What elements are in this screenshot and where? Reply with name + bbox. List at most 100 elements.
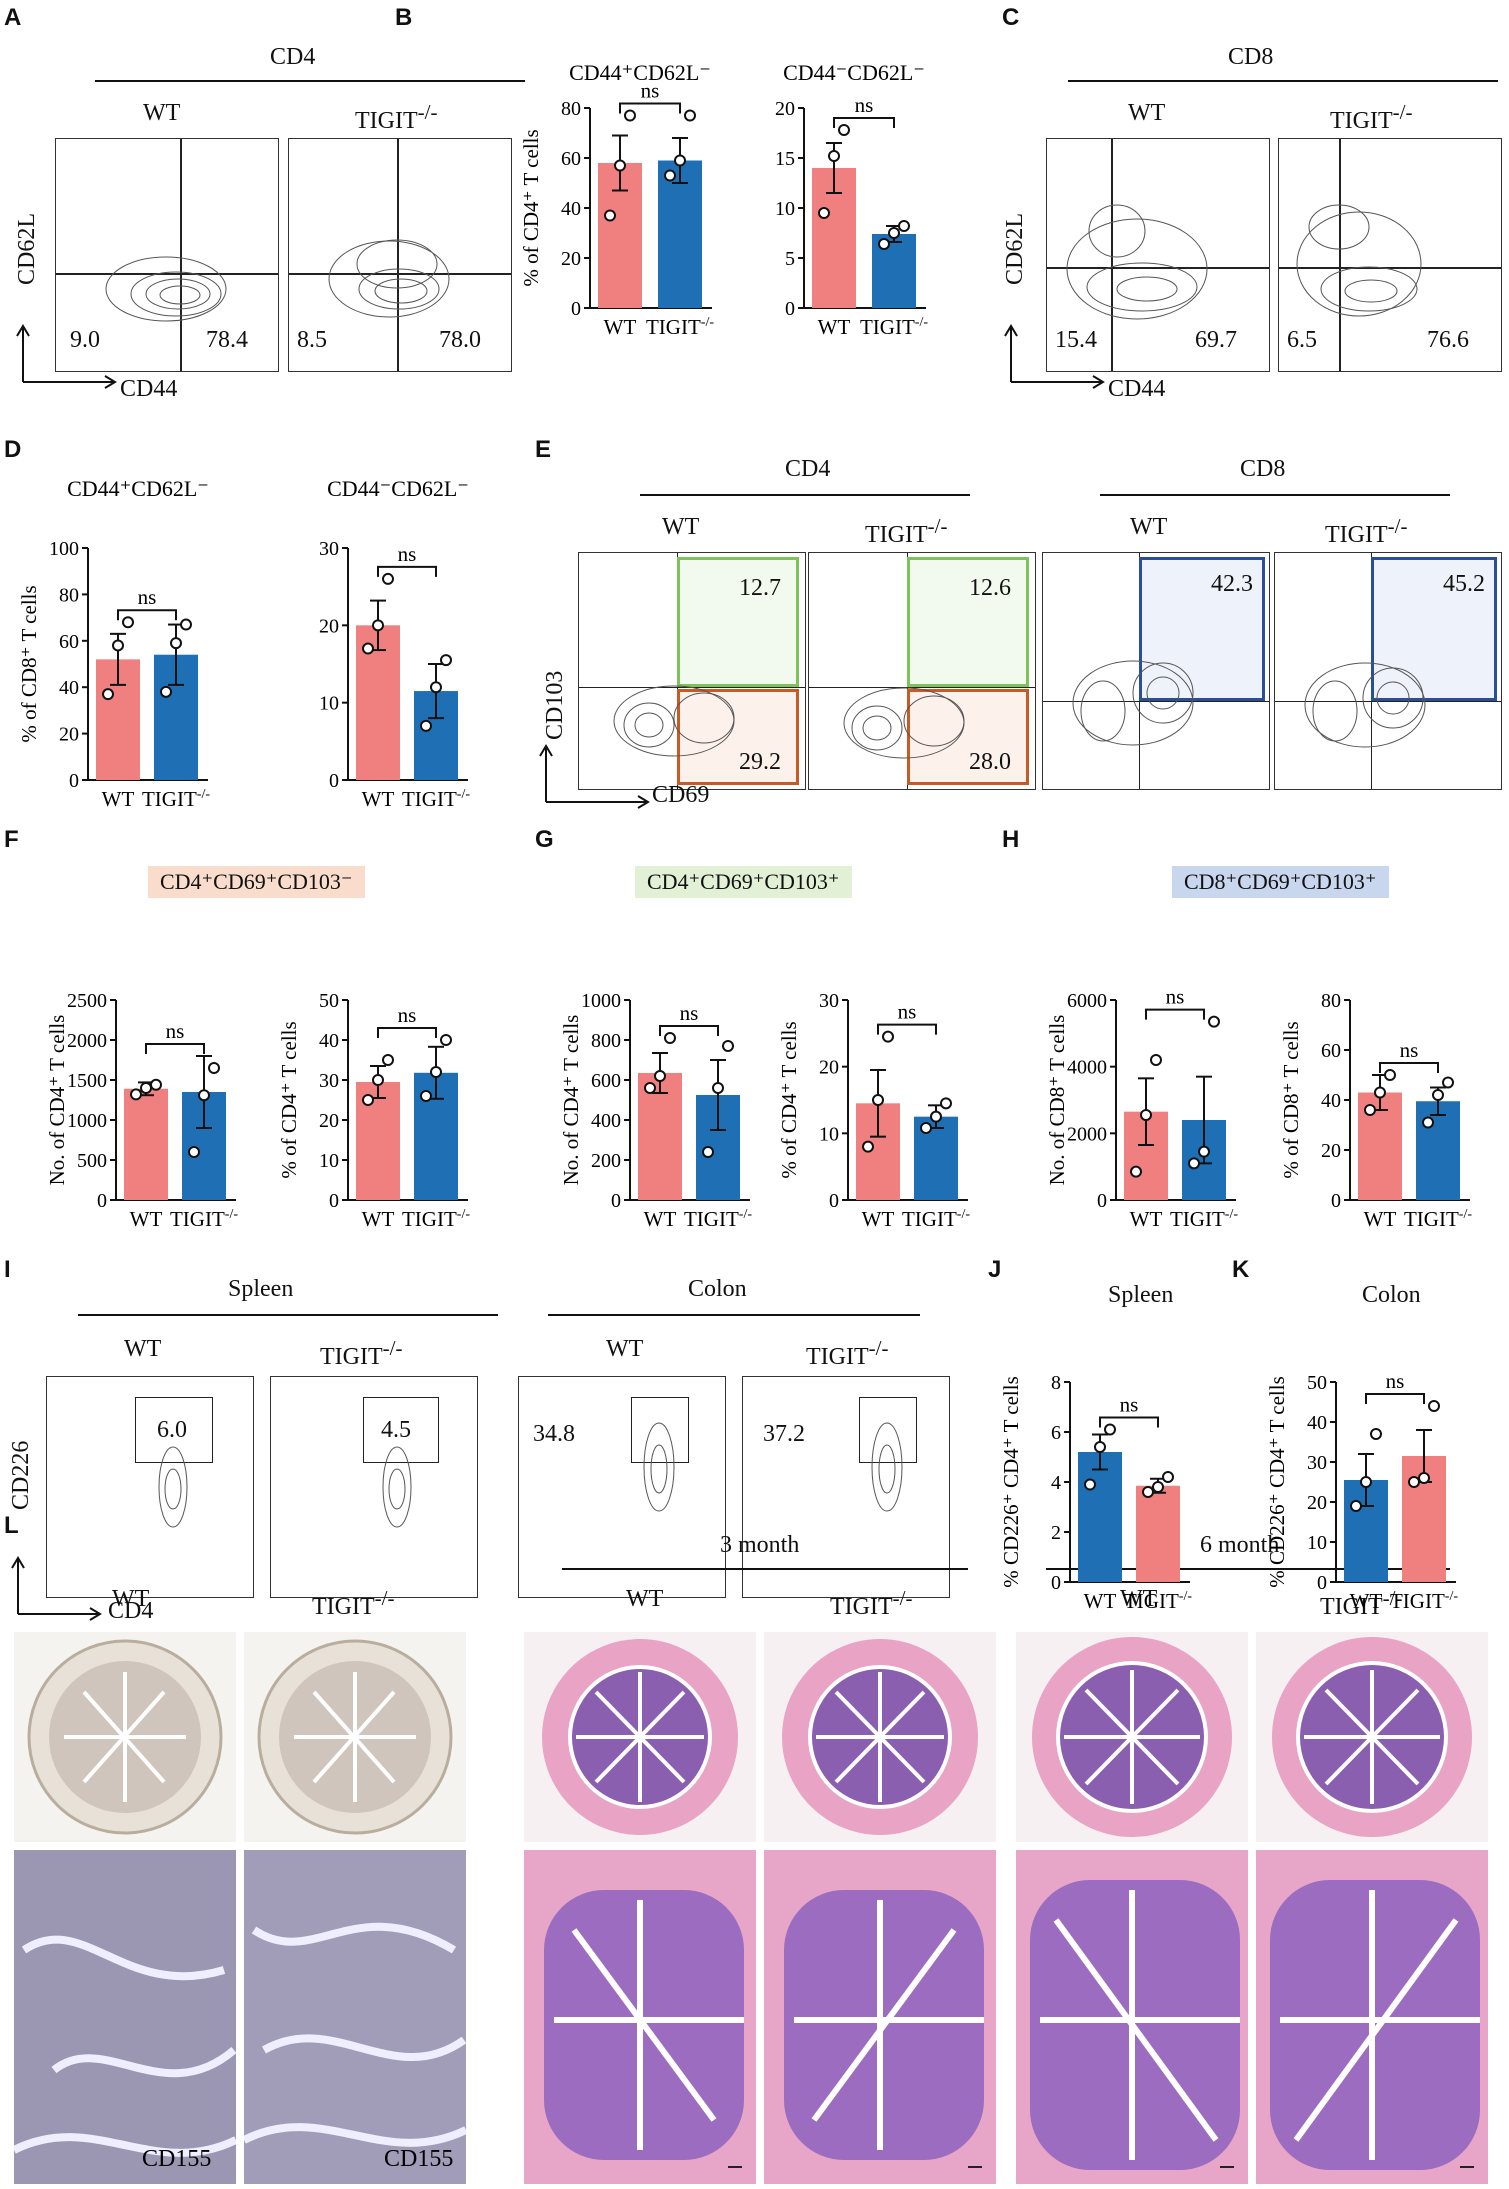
b1-sig-label: ns [641,79,660,103]
e-cd8-title: CD8 [1240,456,1286,482]
g1-tick-label-2: 400 [591,1110,621,1132]
panel-label-i: I [4,1256,11,1283]
c-x-axis-label: CD44 [1108,376,1166,402]
f1-point-1-1 [198,1089,210,1102]
j-tick-label-3: 6 [1051,1422,1061,1444]
b1-tick-label-2: 40 [561,198,581,220]
d1-tick-label-1: 20 [59,724,79,746]
h1-point-1-2 [1208,1015,1220,1028]
h2-sig-bracket [1379,1062,1439,1073]
d2-tick-label-1: 10 [319,693,339,715]
i-co-wt-label: WT [606,1336,644,1362]
j-point-1-0 [1142,1486,1154,1498]
h2-point-1-1 [1432,1089,1444,1101]
e-cd4-wt-contours [613,685,735,757]
d1-point-1-1 [170,637,182,650]
h1-bar-chart: No. of CD8⁺ T cells 0 2000 4000 6000 WT TIGIT-… [1045,985,1238,1230]
l-ko-cd155-label: CD155 [384,2146,454,2172]
h1-xtick-0: WT [1130,1207,1163,1230]
c-group-line [1068,80,1498,82]
j-bar-0 [1078,1452,1122,1582]
k-tick-label-5: 50 [1307,1372,1327,1394]
f2-point-1-1 [430,1066,442,1078]
l-wt-zoom-image: CD155 [14,1850,236,2184]
h2-sig-label: ns [1400,1038,1419,1062]
k-point-0-1 [1360,1476,1372,1488]
g1-xtick-0: WT [644,1207,677,1230]
e-cd4-line [640,494,970,496]
a-y-axis-label: CD62L [14,213,40,285]
b1-tick-label-4: 80 [561,98,581,120]
d1-bar-chart: CD44⁺CD62L⁻ % of CD8⁺ T cells 0 20 40 60 80 100… [17,480,210,810]
g2-tick-label-0: 0 [829,1190,839,1212]
d2-tick-label-2: 20 [319,615,339,637]
i-co-ko-contours [871,1422,903,1512]
m-3m-ko-colon-image [764,1632,996,1842]
h1-tick-label-3: 6000 [1067,990,1107,1012]
g1-bar-0 [638,1073,682,1200]
b2-point-1-2 [898,220,910,232]
k-point-1-0 [1408,1476,1420,1488]
m-3month-title: 3 month [720,1532,800,1558]
j-bar-1 [1136,1485,1180,1582]
d2-point-0-2 [382,572,394,585]
c-wt-left-value: 15.4 [1055,327,1097,353]
h2-tick-label-0: 0 [1331,1190,1341,1212]
m-3m-wt-scale-bar [728,2166,742,2168]
b1-point-1-1 [674,154,686,167]
panel-label-d: D [4,436,22,463]
d2-point-0-0 [362,642,374,655]
g2-point-0-1 [872,1094,884,1106]
f2-point-0-1 [372,1074,384,1086]
f2-sig-label: ns [398,1003,417,1027]
l-ko-zoom-image: CD155 [244,1850,466,2184]
f2-tick-label-4: 40 [319,1030,339,1052]
d1-xtick-0: WT [102,787,135,810]
d1-ylabel: % of CD8⁺ T cells [17,585,41,742]
c-ko-right-value: 76.6 [1427,327,1469,353]
g1-point-1-2 [722,1040,734,1052]
h2-xtick-1: TIGIT-/- [1404,1207,1472,1230]
c-ko-flow-plot: 6.5 76.6 [1278,138,1502,372]
m-6month-line [1046,1568,1450,1570]
b1-xtick-0: WT [604,315,637,339]
g1-sig-label: ns [680,1001,699,1025]
f2-sig-bracket [377,1027,437,1038]
a-group-title: CD4 [270,44,316,70]
k-ylabel: % CD226⁺ CD4⁺ T cells [1265,1376,1289,1588]
f2-xtick-0: WT [362,1207,395,1230]
g2-sig-bracket [877,1023,937,1035]
e-cd4-wt-label: WT [662,514,700,540]
h1-tick-label-2: 4000 [1067,1057,1107,1079]
d2-tick-label-3: 30 [319,538,339,560]
panel-label-e: E [535,436,552,463]
g1-point-1-0 [702,1146,714,1158]
g2-tick-label-2: 20 [819,1057,839,1079]
d2-tick-label-0: 0 [329,770,339,792]
e-cd8-ko-value: 45.2 [1443,571,1485,597]
d2-point-0-1 [372,619,384,632]
f1-point-0-0 [130,1088,142,1101]
i-co-wt-value: 34.8 [533,1421,575,1447]
h1-tick-label-1: 2000 [1067,1123,1107,1145]
h1-point-0-0 [1130,1165,1142,1178]
i-sp-ko-value: 4.5 [381,1417,411,1443]
m-6m-wt-label: WT [1120,1586,1158,1612]
c-group-title: CD8 [1228,44,1274,70]
e-x-axis-label: CD69 [652,782,710,808]
a-group-line [95,80,525,82]
d1-tick-label-2: 40 [59,677,79,699]
e-cd4-ko-label: TIGIT-/- [865,514,948,548]
g2-xtick-1: TIGIT-/- [902,1207,970,1230]
panel-label-h: H [1002,826,1020,853]
m-3m-wt-label: WT [626,1586,664,1612]
g1-point-0-2 [664,1032,676,1044]
e-cd8-wt-value: 42.3 [1211,571,1253,597]
k-sig-label: ns [1386,1369,1405,1393]
b2-point-1-1 [888,227,900,239]
f1-point-0-2 [150,1078,162,1091]
h1-point-1-1 [1198,1145,1210,1158]
j-sig-bracket [1099,1416,1159,1428]
k-xtick-1: TIGIT-/- [1390,1589,1458,1613]
f1-tick-label-1: 500 [77,1150,107,1172]
